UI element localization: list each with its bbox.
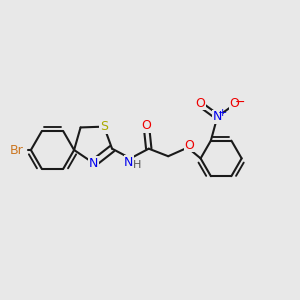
Text: O: O — [142, 119, 152, 132]
Text: O: O — [184, 139, 194, 152]
Text: +: + — [218, 108, 227, 118]
Text: N: N — [89, 157, 98, 169]
Text: N: N — [213, 110, 222, 123]
Text: N: N — [124, 156, 134, 169]
Text: O: O — [196, 97, 206, 110]
Text: Br: Br — [10, 143, 23, 157]
Text: −: − — [235, 95, 245, 109]
Text: O: O — [229, 97, 239, 110]
Text: S: S — [100, 120, 108, 133]
Text: H: H — [133, 160, 141, 170]
